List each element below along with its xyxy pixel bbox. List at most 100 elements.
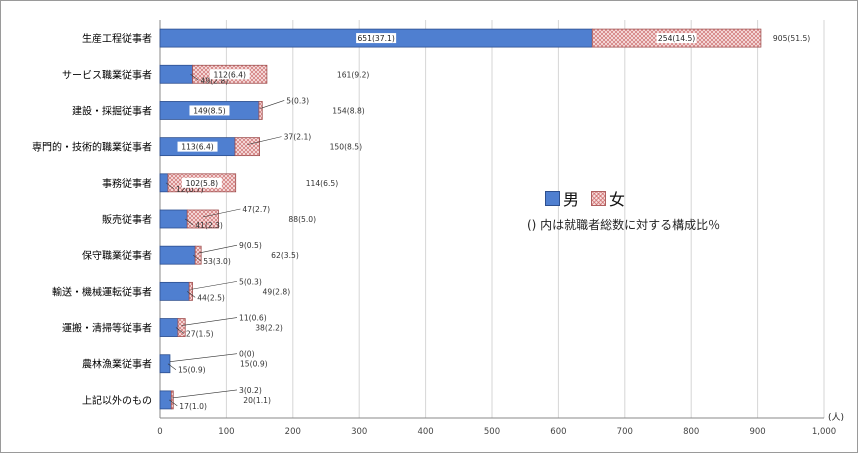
bar-female [170, 390, 174, 410]
category-label: 保守職業従事者 [82, 249, 152, 262]
bar-male [159, 64, 193, 84]
data-label-bg [209, 69, 250, 80]
data-label-total: 88(5.0) [288, 215, 316, 224]
data-label-total: 62(3.5) [271, 251, 299, 260]
bar-male [159, 209, 188, 229]
data-label-total: 161(9.2) [337, 70, 370, 79]
x-tick-label: 900 [749, 427, 765, 437]
x-tick-label: 200 [285, 427, 301, 437]
leader-line [172, 389, 238, 399]
x-axis-unit: (人) [828, 412, 844, 423]
bar-female [186, 209, 219, 229]
data-label-total: 15(0.9) [240, 360, 268, 369]
data-label-female: 112(6.4) [213, 70, 246, 79]
bar-female [258, 101, 263, 120]
data-label-bg [181, 177, 222, 188]
legend-swatch-male [545, 190, 560, 206]
leader-line [193, 254, 202, 262]
data-label-male: 17(1.0) [179, 402, 207, 411]
leader-line [247, 136, 282, 145]
data-label-female: 37(2.1) [284, 133, 312, 142]
data-label-total: 114(6.5) [306, 179, 339, 188]
x-tick-label: 700 [617, 427, 633, 437]
data-label-male: 49(2.8) [201, 76, 229, 85]
legend-note: () 内は就職者総数に対する構成比％ [527, 218, 721, 232]
leader-line [169, 353, 238, 363]
legend-swatch-female [591, 190, 607, 206]
leader-line [181, 317, 238, 326]
category-label: 農林漁業従事者 [82, 358, 152, 371]
data-label-bg [656, 33, 697, 44]
bar-male [159, 281, 190, 301]
bar-female [194, 245, 202, 265]
category-label: 専門的・技術的職業従事者 [32, 141, 152, 154]
leader-line [169, 399, 178, 407]
data-label-total: 49(2.8) [263, 287, 291, 296]
legend-row: 男 女 [545, 186, 775, 210]
category-label: 事務従事者 [102, 177, 152, 190]
data-label-female: 9(0.5) [239, 241, 262, 250]
leader-line [260, 100, 285, 109]
data-label-total: 20(1.1) [243, 396, 271, 405]
data-label-female: 47(2.7) [242, 205, 270, 214]
data-label-male: 41(2.3) [195, 221, 223, 230]
legend-label-female: 女 [609, 190, 626, 209]
leader-line [187, 291, 196, 298]
leader-line [185, 218, 194, 226]
data-label-male: 149(8.5) [193, 106, 226, 115]
legend: 男 女 [545, 186, 775, 210]
data-label-female: 5(0.3) [239, 277, 262, 286]
data-label-male: 27(1.5) [186, 330, 214, 339]
category-label: 運搬・清掃等従事者 [62, 322, 152, 335]
data-label-total: 150(8.5) [330, 143, 363, 152]
category-label: 生産工程従事者 [82, 32, 152, 45]
data-label-female: 3(0.2) [239, 386, 262, 395]
bar-male [159, 173, 169, 193]
bar-female [234, 137, 260, 157]
leader-line [165, 182, 175, 190]
bar-female [177, 318, 186, 337]
data-label-male: 113(6.4) [181, 143, 214, 152]
bar-male [159, 245, 196, 265]
category-label: 建設・採掘従事者 [72, 104, 152, 117]
data-label-female: 254(14.5) [658, 34, 695, 43]
x-tick-label: 400 [417, 427, 433, 437]
x-tick-label: 600 [550, 427, 566, 437]
leader-line [198, 244, 238, 254]
x-tick-label: 800 [683, 427, 699, 437]
data-label-bg [356, 33, 397, 44]
data-label-male: 15(0.9) [178, 366, 206, 375]
bar-male [159, 354, 171, 374]
bar-female [188, 281, 193, 301]
data-label-male: 44(2.5) [197, 293, 225, 302]
category-label: 上記以外のもの [82, 394, 152, 407]
legend-label-male: 男 [563, 190, 580, 209]
leader-line [202, 208, 241, 218]
x-tick-label: 100 [218, 427, 234, 437]
data-label-female: 0(0) [239, 350, 255, 359]
data-label-bg [177, 141, 218, 152]
data-label-total: 905(51.5) [773, 34, 810, 43]
data-label-total: 38(2.2) [255, 324, 283, 333]
data-label-total: 154(8.8) [332, 106, 365, 115]
x-tick-label: 500 [484, 427, 500, 437]
data-label-male: 53(3.0) [203, 257, 231, 266]
data-label-female: 102(5.8) [186, 179, 219, 188]
leader-line [175, 327, 185, 334]
data-label-male: 12(0.7) [176, 185, 204, 194]
x-tick-label: 300 [351, 427, 367, 437]
data-label-bg [189, 105, 230, 116]
x-tick-label: 0 [157, 427, 162, 437]
x-tick-label: 1,000 [812, 427, 836, 437]
data-label-female: 5(0.3) [286, 96, 309, 105]
category-label: サービス職業従事者 [62, 68, 152, 81]
leader-line [190, 281, 238, 290]
bar-male [159, 318, 179, 337]
data-label-male: 651(37.1) [357, 34, 394, 43]
data-label-female: 11(0.6) [239, 314, 267, 323]
leader-line [167, 363, 177, 370]
category-label: 輸送・機械運転従事者 [52, 285, 152, 298]
category-label: 販売従事者 [102, 213, 152, 226]
